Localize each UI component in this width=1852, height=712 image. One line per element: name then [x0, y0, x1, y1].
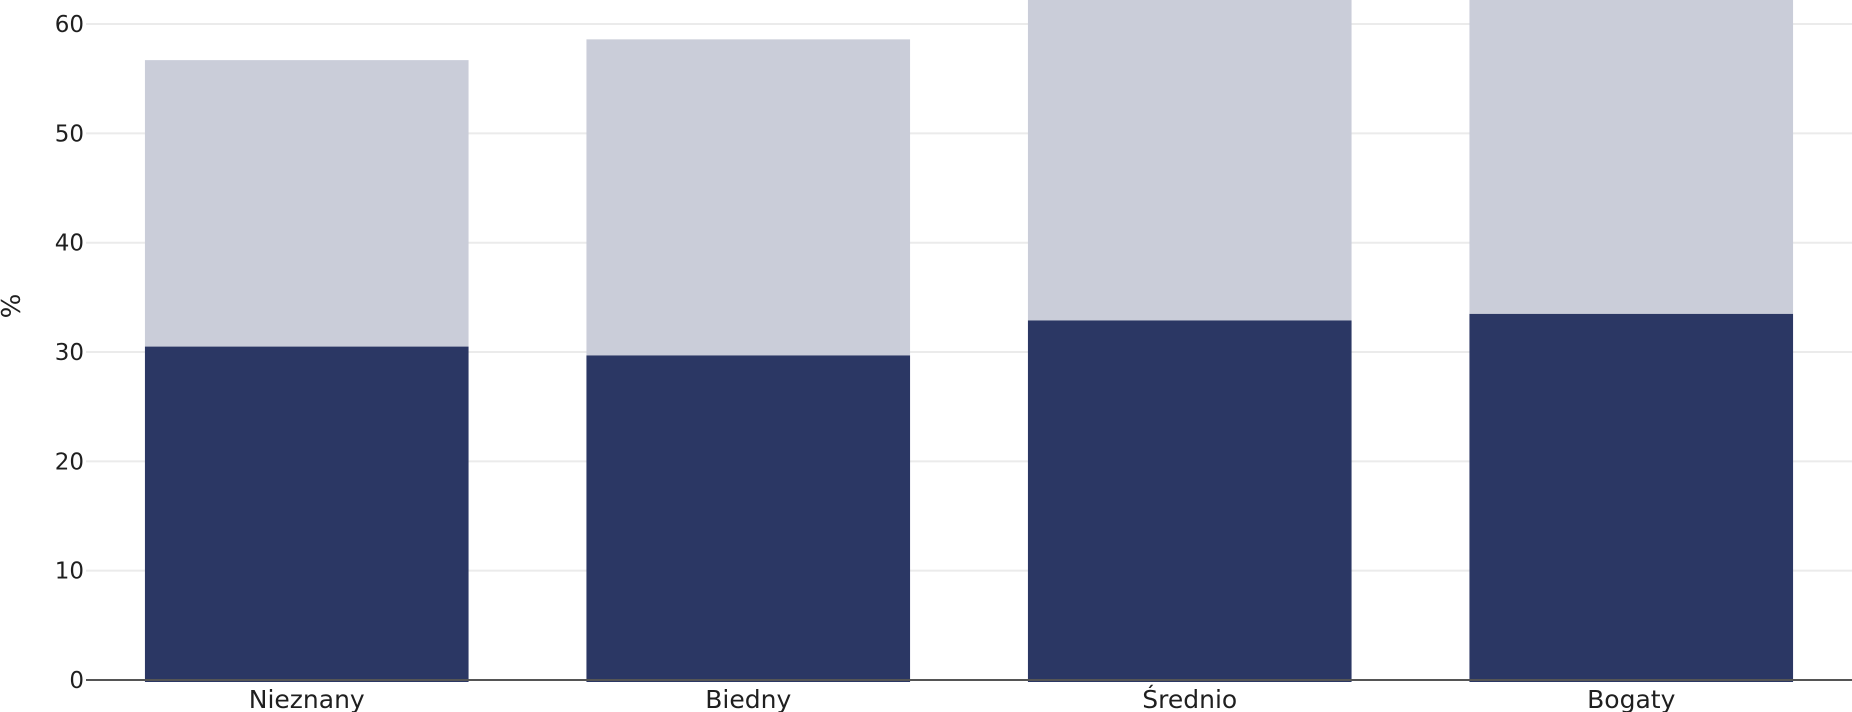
bar-biedny-series-1	[586, 355, 911, 682]
bars	[144, 0, 1794, 682]
x-category-label: Nieznany	[249, 685, 365, 712]
y-tick-label: 30	[55, 340, 84, 366]
bar-średnio-series-1	[1027, 320, 1352, 682]
x-category-label: Średnio	[1142, 684, 1237, 712]
x-category-label: Bogaty	[1587, 685, 1675, 712]
y-tick-label: 0	[69, 668, 84, 694]
bar-bogaty-series-1	[1469, 313, 1794, 682]
y-tick-label: 40	[55, 231, 84, 257]
bar-nieznany-series-1	[144, 346, 469, 682]
bar-nieznany-series-2	[144, 60, 469, 347]
bar-średnio-series-2	[1027, 0, 1352, 321]
y-tick-label: 60	[55, 12, 84, 38]
y-axis-ticks: 0 10 20 30 40 50 60	[55, 12, 84, 694]
x-category-label: Biedny	[705, 685, 791, 712]
bar-biedny-series-2	[586, 39, 911, 356]
bar-bogaty-series-2	[1469, 0, 1794, 314]
y-axis-title: %	[0, 294, 27, 319]
y-tick-label: 20	[55, 449, 84, 475]
y-tick-label: 50	[55, 121, 84, 147]
y-tick-label: 10	[55, 559, 84, 585]
x-axis-category-labels: Nieznany Biedny Średnio Bogaty	[249, 684, 1676, 712]
